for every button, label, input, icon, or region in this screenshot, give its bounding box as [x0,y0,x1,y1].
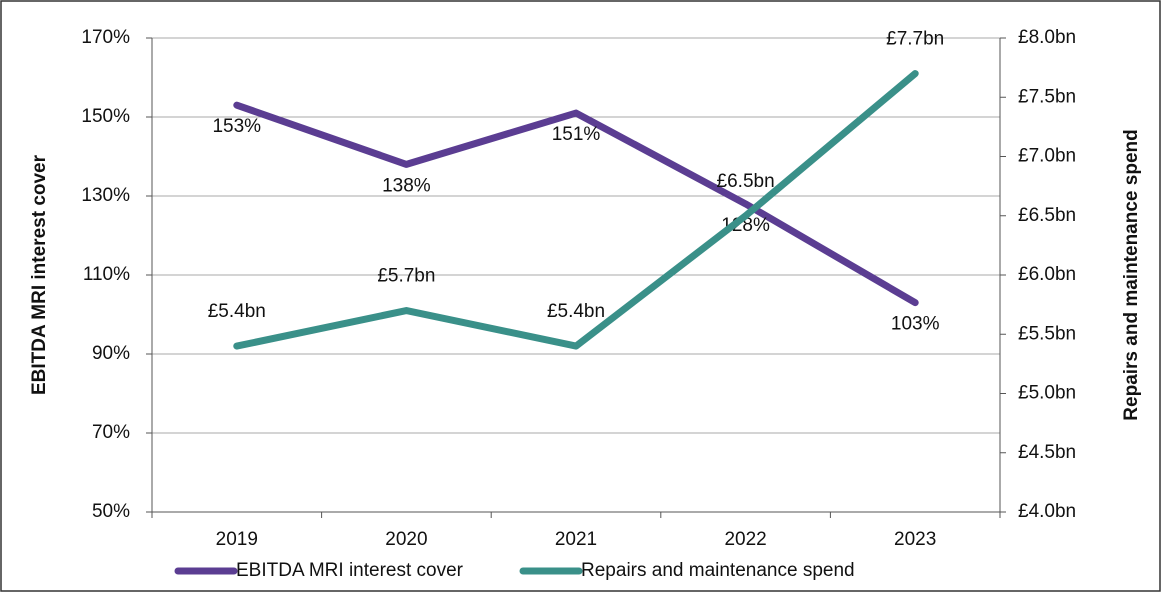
data-label: 153% [212,116,261,137]
y2-tick-label: £4.0bn [1018,501,1076,522]
y2-tick-label: £6.5bn [1018,205,1076,226]
data-label: 103% [891,314,940,335]
y2-axis-title: Repairs and maintenance spend [1121,129,1142,420]
data-label: £7.7bn [886,29,944,50]
series-line [233,101,919,307]
y2-tick-label: £5.0bn [1018,383,1076,404]
y2-tick-label: £8.0bn [1018,27,1076,48]
legend-label: EBITDA MRI interest cover [236,560,464,581]
x-tick-label: 2019 [216,529,258,550]
data-label: £5.4bn [208,301,266,322]
x-tick-label: 2021 [555,529,597,550]
y2-tick-label: £4.5bn [1018,442,1076,463]
data-label: 151% [552,124,601,145]
y2-tick-label: £7.5bn [1018,86,1076,107]
y-tick-label: 150% [81,106,130,127]
y-tick-label: 50% [92,501,130,522]
x-tick-label: 2020 [385,529,427,550]
y-axis-title: EBITDA MRI interest cover [29,154,50,395]
data-label: 138% [382,175,431,196]
y-tick-label: 170% [81,27,130,48]
y-tick-label: 90% [92,343,130,364]
y-tick-label: 130% [81,185,130,206]
x-tick-label: 2022 [724,529,766,550]
data-label: £5.7bn [377,266,435,287]
data-label: £6.5bn [717,171,775,192]
x-tick-label: 2023 [894,529,936,550]
data-label: £5.4bn [547,301,605,322]
data-label: 128% [721,215,770,236]
y2-tick-label: £6.0bn [1018,264,1076,285]
series-line [233,70,919,350]
y-tick-label: 110% [83,264,130,285]
y-tick-label: 70% [92,422,130,443]
y2-tick-label: £7.0bn [1018,146,1076,167]
legend-label: Repairs and maintenance spend [581,560,855,581]
y2-tick-label: £5.5bn [1018,323,1076,344]
